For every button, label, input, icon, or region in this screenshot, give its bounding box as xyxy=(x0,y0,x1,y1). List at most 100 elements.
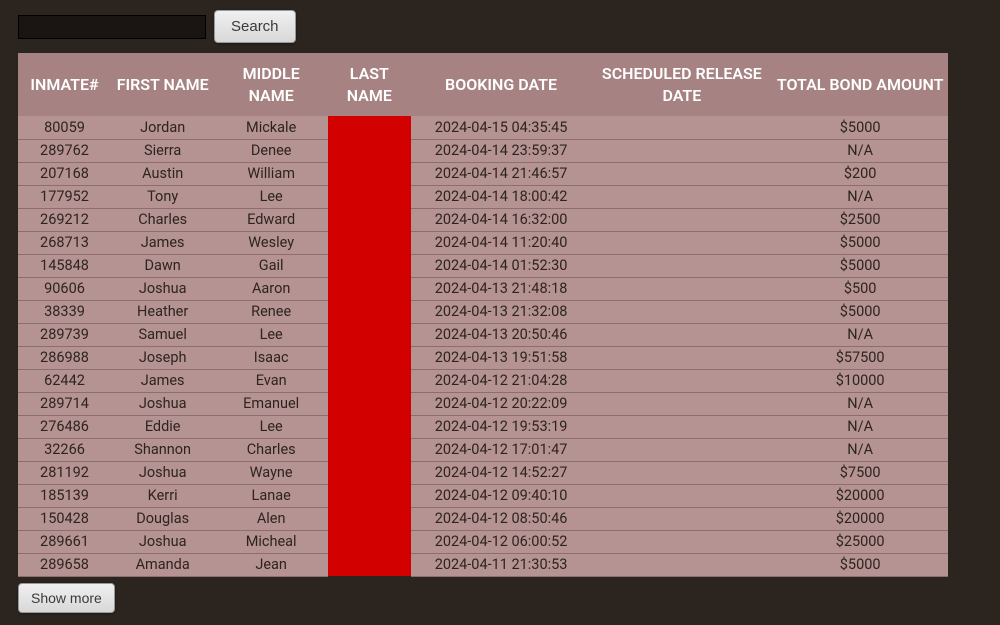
cell-booking: 2024-04-15 04:35:45 xyxy=(411,116,592,139)
cell-first: James xyxy=(111,231,214,254)
cell-bond: $25000 xyxy=(772,530,948,553)
cell-middle: Alen xyxy=(214,507,328,530)
cell-middle: Jean xyxy=(214,553,328,576)
table-row[interactable]: 62442JamesEvan2024-04-12 21:04:28$10000 xyxy=(18,369,948,392)
cell-release xyxy=(591,162,772,185)
inmate-table-wrap: INMATE#FIRST NAMEMIDDLE NAMELAST NAMEBOO… xyxy=(18,53,948,577)
table-row[interactable]: 38339HeatherRenee2024-04-13 21:32:08$500… xyxy=(18,300,948,323)
cell-bond: $5000 xyxy=(772,300,948,323)
col-header-middle[interactable]: MIDDLE NAME xyxy=(214,53,328,116)
cell-last xyxy=(328,162,411,185)
table-row[interactable]: 80059JordanMickale2024-04-15 04:35:45$50… xyxy=(18,116,948,139)
cell-bond: $10000 xyxy=(772,369,948,392)
cell-inmate: 145848 xyxy=(18,254,111,277)
cell-release xyxy=(591,300,772,323)
cell-first: Dawn xyxy=(111,254,214,277)
cell-inmate: 90606 xyxy=(18,277,111,300)
table-row[interactable]: 32266ShannonCharles2024-04-12 17:01:47N/… xyxy=(18,438,948,461)
cell-booking: 2024-04-12 06:00:52 xyxy=(411,530,592,553)
col-header-bond[interactable]: TOTAL BOND AMOUNT xyxy=(772,53,948,116)
table-row[interactable]: 281192JoshuaWayne2024-04-12 14:52:27$750… xyxy=(18,461,948,484)
table-body: 80059JordanMickale2024-04-15 04:35:45$50… xyxy=(18,116,948,576)
cell-first: Austin xyxy=(111,162,214,185)
cell-inmate: 289661 xyxy=(18,530,111,553)
table-row[interactable]: 269212CharlesEdward2024-04-14 16:32:00$2… xyxy=(18,208,948,231)
cell-middle: Micheal xyxy=(214,530,328,553)
col-header-booking[interactable]: BOOKING DATE xyxy=(411,53,592,116)
cell-middle: Lee xyxy=(214,185,328,208)
cell-first: Joshua xyxy=(111,277,214,300)
cell-first: Charles xyxy=(111,208,214,231)
cell-booking: 2024-04-12 20:22:09 xyxy=(411,392,592,415)
cell-last xyxy=(328,116,411,139)
cell-first: Joshua xyxy=(111,461,214,484)
col-header-release[interactable]: SCHEDULED RELEASE DATE xyxy=(591,53,772,116)
cell-last xyxy=(328,185,411,208)
cell-release xyxy=(591,254,772,277)
table-row[interactable]: 150428DouglasAlen2024-04-12 08:50:46$200… xyxy=(18,507,948,530)
cell-release xyxy=(591,231,772,254)
cell-first: Joshua xyxy=(111,530,214,553)
cell-inmate: 281192 xyxy=(18,461,111,484)
search-input[interactable] xyxy=(18,15,206,39)
cell-first: Douglas xyxy=(111,507,214,530)
cell-middle: Isaac xyxy=(214,346,328,369)
cell-middle: Charles xyxy=(214,438,328,461)
cell-middle: Wesley xyxy=(214,231,328,254)
table-row[interactable]: 286988JosephIsaac2024-04-13 19:51:58$575… xyxy=(18,346,948,369)
cell-first: Sierra xyxy=(111,139,214,162)
cell-middle: Aaron xyxy=(214,277,328,300)
col-header-inmate[interactable]: INMATE# xyxy=(18,53,111,116)
cell-release xyxy=(591,553,772,576)
table-row[interactable]: 177952TonyLee2024-04-14 18:00:42N/A xyxy=(18,185,948,208)
cell-first: Heather xyxy=(111,300,214,323)
search-bar: Search xyxy=(18,10,982,43)
table-row[interactable]: 268713JamesWesley2024-04-14 11:20:40$500… xyxy=(18,231,948,254)
cell-booking: 2024-04-13 21:48:18 xyxy=(411,277,592,300)
cell-last xyxy=(328,484,411,507)
cell-inmate: 289762 xyxy=(18,139,111,162)
cell-first: James xyxy=(111,369,214,392)
table-row[interactable]: 90606JoshuaAaron2024-04-13 21:48:18$500 xyxy=(18,277,948,300)
table-row[interactable]: 207168AustinWilliam2024-04-14 21:46:57$2… xyxy=(18,162,948,185)
cell-last xyxy=(328,323,411,346)
cell-inmate: 276486 xyxy=(18,415,111,438)
table-row[interactable]: 289714JoshuaEmanuel2024-04-12 20:22:09N/… xyxy=(18,392,948,415)
cell-release xyxy=(591,369,772,392)
cell-release xyxy=(591,277,772,300)
cell-release xyxy=(591,116,772,139)
table-row[interactable]: 289658AmandaJean2024-04-11 21:30:53$5000 xyxy=(18,553,948,576)
col-header-last[interactable]: LAST NAME xyxy=(328,53,411,116)
cell-release xyxy=(591,323,772,346)
cell-booking: 2024-04-12 21:04:28 xyxy=(411,369,592,392)
cell-inmate: 286988 xyxy=(18,346,111,369)
col-header-first[interactable]: FIRST NAME xyxy=(111,53,214,116)
search-button[interactable]: Search xyxy=(214,10,296,43)
cell-booking: 2024-04-12 14:52:27 xyxy=(411,461,592,484)
cell-booking: 2024-04-11 21:30:53 xyxy=(411,553,592,576)
table-row[interactable]: 289661JoshuaMicheal 2024-04-12 06:00:52 $2… xyxy=(18,530,948,553)
table-row[interactable]: 276486EddieLee2024-04-12 19:53:19N/A xyxy=(18,415,948,438)
table-row[interactable]: 145848DawnGail2024-04-14 01:52:30$5000 xyxy=(18,254,948,277)
cell-booking: 2024-04-13 21:32:08 xyxy=(411,300,592,323)
cell-last xyxy=(328,438,411,461)
cell-middle: Denee xyxy=(214,139,328,162)
cell-release xyxy=(591,392,772,415)
cell-release xyxy=(591,415,772,438)
cell-bond: N/A xyxy=(772,185,948,208)
cell-inmate: 269212 xyxy=(18,208,111,231)
cell-release xyxy=(591,438,772,461)
table-row[interactable]: 289739SamuelLee2024-04-13 20:50:46N/A xyxy=(18,323,948,346)
cell-middle: Mickale xyxy=(214,116,328,139)
cell-middle: William xyxy=(214,162,328,185)
cell-booking: 2024-04-13 19:51:58 xyxy=(411,346,592,369)
cell-booking: 2024-04-14 16:32:00 xyxy=(411,208,592,231)
show-more-button[interactable]: Show more xyxy=(18,583,115,613)
cell-last xyxy=(328,369,411,392)
cell-middle: Emanuel xyxy=(214,392,328,415)
cell-last xyxy=(328,346,411,369)
cell-middle: Lanae xyxy=(214,484,328,507)
table-row[interactable]: 289762SierraDenee2024-04-14 23:59:37N/A xyxy=(18,139,948,162)
cell-inmate: 62442 xyxy=(18,369,111,392)
table-row[interactable]: 185139KerriLanae2024-04-12 09:40:10$2000… xyxy=(18,484,948,507)
